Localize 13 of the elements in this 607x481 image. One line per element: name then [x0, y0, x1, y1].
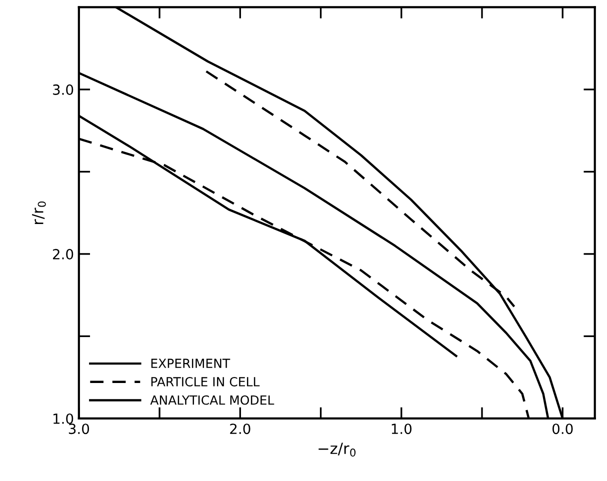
x-tick-label: 1.0 — [392, 424, 412, 434]
x-tick-label: 0.0 — [552, 424, 573, 434]
line-series — [205, 70, 516, 308]
y-axis-title: r/r$_{0}$ — [32, 201, 46, 224]
x-axis-title: −z/r$_{0}$ — [318, 442, 356, 457]
legend-label: EXPERIMENT — [151, 358, 230, 368]
legend-label: ANALYTICAL MODEL — [150, 395, 274, 405]
y-tick-label: 1.0 — [53, 413, 74, 424]
y-tick-label: 2.0 — [52, 248, 74, 260]
y-tick-label: 3.0 — [53, 84, 74, 95]
x-tick-label: 3.0 — [68, 424, 90, 434]
legend-label: PARTICLE IN CELL — [151, 376, 260, 386]
x-tick-label: 2.0 — [230, 424, 250, 434]
